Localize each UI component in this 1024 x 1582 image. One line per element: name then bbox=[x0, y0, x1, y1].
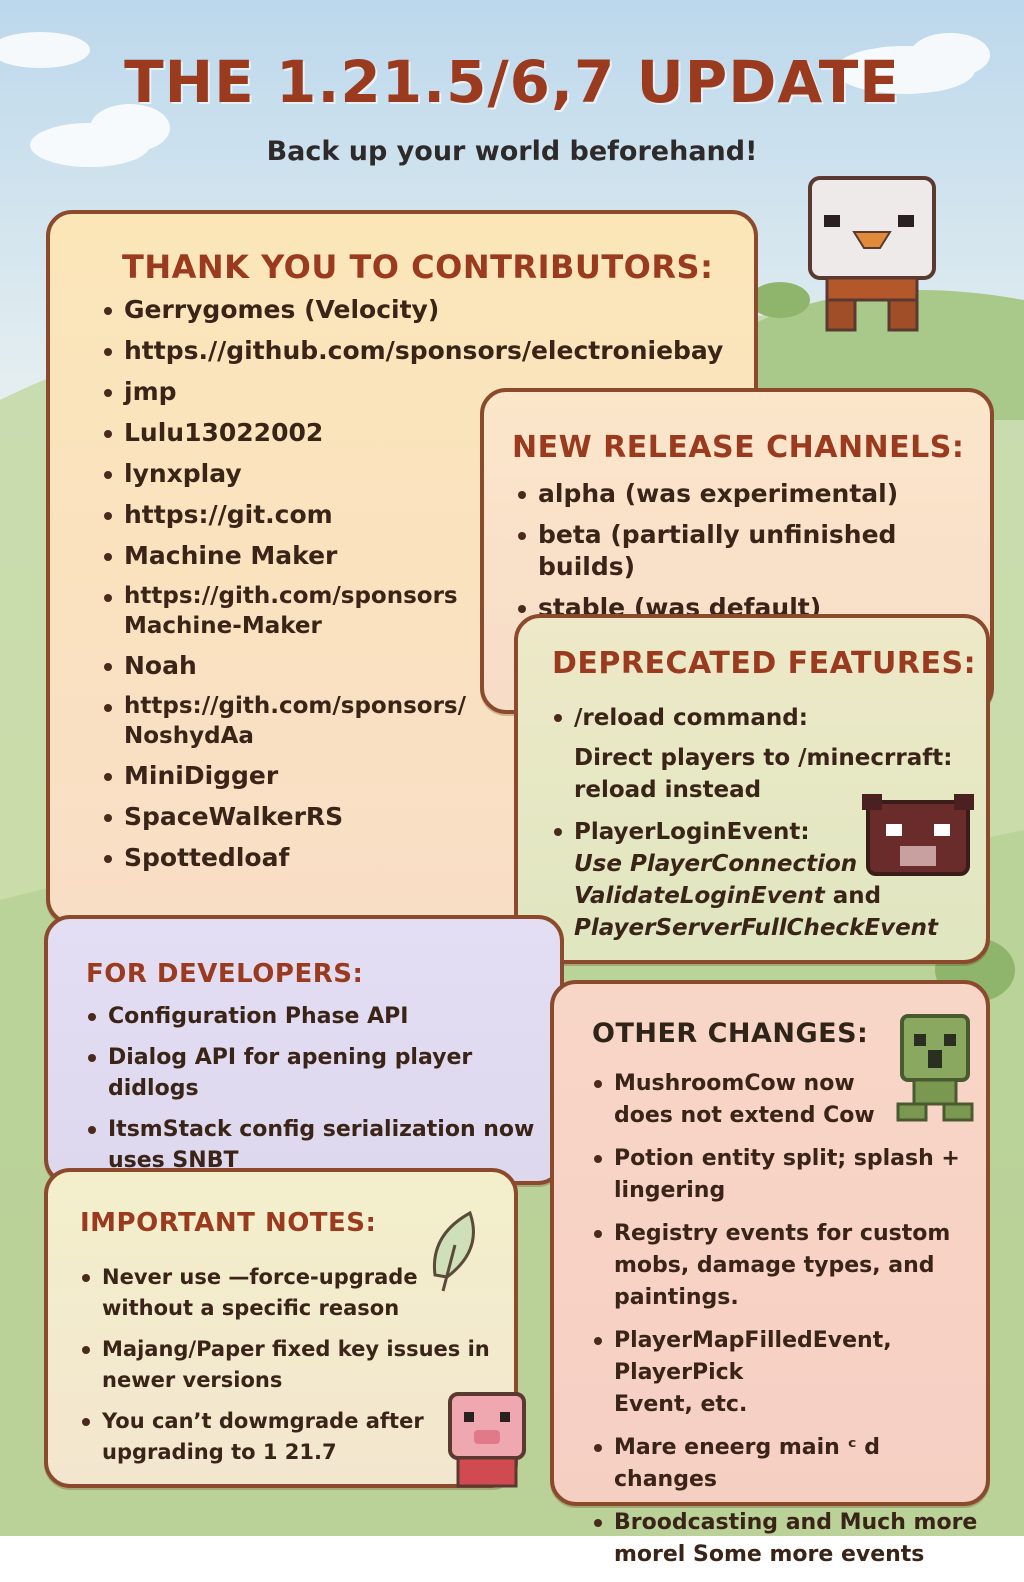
notes-heading: IMPORTANT NOTES: bbox=[80, 1208, 377, 1238]
developers-panel: FOR DEVELOPERS: Configuration Phase API … bbox=[44, 915, 564, 1185]
deprecated-heading: DEPRECATED FEATURES: bbox=[552, 646, 977, 681]
deprecated-list: /reload command: Direct players to /mine… bbox=[552, 702, 972, 948]
list-item: Machine Maker bbox=[102, 540, 722, 572]
release-channels-heading: NEW RELEASE CHANNELS: bbox=[512, 430, 965, 465]
list-item: https://git.com bbox=[102, 499, 722, 531]
list-item: Spottedloaf bbox=[102, 842, 722, 874]
pig-mob-icon bbox=[448, 1392, 526, 1488]
list-item: beta (partially unfinished builds) bbox=[516, 519, 990, 583]
list-item: alpha (was experimental) bbox=[516, 478, 990, 510]
chicken-mob-icon bbox=[808, 176, 936, 332]
contributors-heading: THANK YOU TO CONTRIBUTORS: bbox=[122, 248, 714, 286]
list-item: MushroomCow now does not extend Cow bbox=[592, 1068, 988, 1132]
important-notes-panel: IMPORTANT NOTES: Never use —force-upgrad… bbox=[44, 1168, 518, 1488]
other-heading: OTHER CHANGES: bbox=[592, 1018, 869, 1049]
leaf-icon bbox=[432, 1210, 475, 1292]
list-item: SpaceWalkerRS bbox=[102, 801, 722, 833]
list-item: MiniDigger bbox=[102, 760, 722, 792]
list-item: Potion entity split; splash + lingering bbox=[592, 1143, 988, 1207]
release-channels-list: alpha (was experimental) beta (partially… bbox=[516, 478, 990, 633]
developers-list: Configuration Phase API Dialog API for a… bbox=[86, 1001, 556, 1186]
list-item: PlayerLoginEvent: Use PlayerConnection V… bbox=[552, 816, 972, 944]
list-item: PlayerMapFilledEvent, PlayerPick Event, e… bbox=[592, 1325, 988, 1421]
notes-list: Never use —force-upgrade without a specif… bbox=[80, 1262, 490, 1478]
list-item: Noah bbox=[102, 650, 722, 682]
list-item: jmp bbox=[102, 376, 722, 408]
deprecated-features-panel: DEPRECATED FEATURES: /reload command: Di… bbox=[514, 614, 990, 964]
list-item: Majang/Paper fixed key issues in newer ve… bbox=[80, 1334, 490, 1396]
creeper-mob-icon bbox=[896, 1014, 974, 1122]
list-item: https://gith.com/sponsors/NoshydAa bbox=[102, 691, 722, 751]
page-subtitle: Back up your world beforehand! bbox=[266, 136, 758, 167]
other-changes-panel: OTHER CHANGES: MushroomCow now does not e… bbox=[550, 980, 990, 1567]
list-item: Broodcasting and Much more morel Some mor… bbox=[592, 1507, 988, 1571]
list-item: ItsmStack config serialization now uses S… bbox=[86, 1114, 556, 1176]
list-item: Mare eneerg main ᶜ d changes bbox=[592, 1432, 988, 1496]
list-item: /reload command: Direct players to /mine… bbox=[552, 702, 972, 806]
page-title: THE 1.21.5/6,7 UPDATE bbox=[124, 48, 900, 116]
list-item: https.//github.com/sponsors/electronieba… bbox=[102, 335, 723, 367]
list-item: Lulu13022002 bbox=[102, 417, 722, 449]
list-item: Dialog API for apening player didlogs bbox=[86, 1042, 556, 1104]
other-list: MushroomCow now does not extend Cow Potio… bbox=[592, 1068, 988, 1582]
list-item: lynxplay bbox=[102, 458, 722, 490]
list-item: https://gith.com/sponsors Machine-Maker bbox=[102, 581, 722, 641]
list-item: Configuration Phase API bbox=[86, 1001, 556, 1032]
list-item: You can’t dowmgrade after upgrading to 1 … bbox=[80, 1406, 490, 1468]
developers-heading: FOR DEVELOPERS: bbox=[86, 959, 364, 989]
contributors-list: Gerrygomes (Velocity) https.//github.com… bbox=[102, 294, 723, 883]
mooshroom-mob-icon bbox=[862, 794, 974, 876]
list-item: Registry events for custom mobs, damage t… bbox=[592, 1218, 988, 1314]
list-item: Never use —force-upgrade without a specif… bbox=[80, 1262, 490, 1324]
list-item: Gerrygomes (Velocity) bbox=[102, 294, 722, 326]
